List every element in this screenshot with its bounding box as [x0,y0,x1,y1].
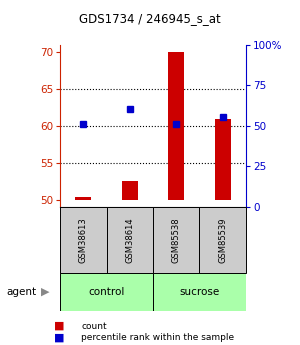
Text: GDS1734 / 246945_s_at: GDS1734 / 246945_s_at [79,12,221,25]
Text: control: control [88,287,125,296]
Text: ▶: ▶ [40,287,49,296]
Text: GSM85539: GSM85539 [218,217,227,263]
Bar [75,197,92,200]
Bar [214,119,231,200]
Bar [106,207,153,273]
Text: count: count [81,322,106,331]
Bar [153,207,200,273]
Bar [60,207,106,273]
Bar [122,181,138,200]
Text: GSM38613: GSM38613 [79,217,88,263]
Text: GSM85538: GSM85538 [172,217,181,263]
Bar [200,207,246,273]
Bar [168,52,184,200]
Bar [60,273,153,310]
Text: percentile rank within the sample: percentile rank within the sample [81,333,234,342]
Text: sucrose: sucrose [179,287,220,296]
Text: ■: ■ [54,321,64,331]
Text: agent: agent [6,287,36,296]
Bar [153,273,246,310]
Text: GSM38614: GSM38614 [125,217,134,263]
Text: ■: ■ [54,333,64,342]
